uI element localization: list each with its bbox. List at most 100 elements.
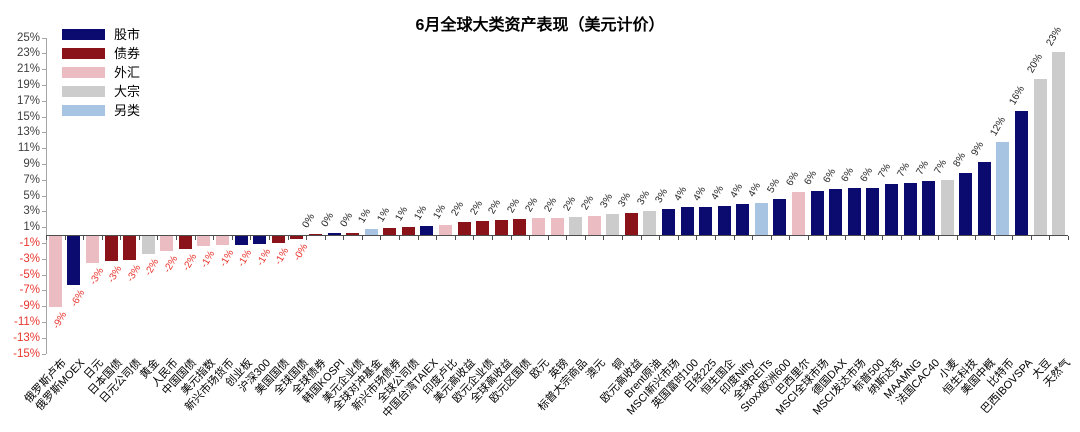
y-axis-label: 25% [16,31,40,44]
bar-35 [699,206,713,235]
bar-38 [754,203,768,235]
bar-9 [216,236,230,246]
x-axis-tick [324,236,326,240]
x-axis-tick [120,236,122,240]
bar-4 [123,236,137,261]
bar-value-label: 0% [319,211,337,230]
bar-value-label: -1% [254,246,274,268]
bar-value-label: 2% [505,197,523,216]
x-axis-tick [882,236,884,240]
y-axis-label: -15% [13,347,40,360]
y-axis-tick [42,179,46,181]
x-axis-tick [213,236,215,240]
bar-value-label: 0% [300,211,318,230]
bar-1 [67,236,81,285]
y-axis-label: 21% [16,63,40,76]
y-axis-tick [42,100,46,102]
y-axis-tick [42,258,46,260]
bar-29 [587,216,601,235]
y-axis-label: 5% [23,189,40,202]
x-axis-tick [1012,236,1014,240]
x-axis-tick [733,236,735,240]
x-axis-tick [975,236,977,240]
y-axis-label: 9% [23,157,40,170]
y-axis-label: 15% [16,110,40,123]
y-axis-tick [42,163,46,165]
bar-2 [85,236,99,263]
bar-value-label: 2% [523,196,541,215]
bar-value-label: 9% [969,140,987,159]
bar-23 [476,220,490,235]
x-axis-tick [770,236,772,240]
x-axis-tick [529,236,531,240]
legend-item-alternatives: 另类 [62,101,140,120]
bar-value-label: 1% [412,204,430,223]
x-axis-tick [1030,236,1032,240]
y-axis-tick [42,337,46,339]
bar-19 [401,227,415,235]
x-axis-tick [138,236,140,240]
bar-12 [271,236,285,244]
y-axis-tick [42,321,46,323]
bar-value-label: 6% [802,168,820,187]
bar-value-label: 4% [672,185,690,204]
x-axis-tick [919,236,921,240]
x-axis-tick [454,236,456,240]
x-axis-tick [157,236,159,240]
chart-legend: 股市 债券 外汇 大宗 另类 [62,25,140,120]
bar-26 [531,218,545,235]
bar-32 [643,211,657,235]
legend-label-equity: 股市 [114,27,141,42]
y-axis-tick [42,69,46,71]
x-axis-tick [603,236,605,240]
x-axis-tick [510,236,512,240]
x-axis-tick [176,236,178,240]
x-axis-tick [287,236,289,240]
y-axis-label: 1% [23,221,40,234]
y-axis-label: -3% [19,252,40,265]
bar-value-label: -2% [180,251,199,273]
bar-16 [346,232,360,235]
y-axis-tick [42,242,46,244]
y-axis-tick [42,211,46,213]
bar-20 [420,226,434,235]
bar-39 [773,198,787,235]
bar-value-label: 7% [914,159,931,178]
x-axis-tick [807,236,809,240]
bar-31 [624,212,638,235]
legend-swatch-equity [62,29,105,40]
x-axis-tick [101,236,103,240]
bar-value-label: 2% [561,194,578,213]
bar-value-label: 7% [895,160,913,179]
x-axis-tick [937,236,939,240]
bar-value-label: 2% [486,197,504,216]
bar-5 [141,236,155,255]
y-axis-tick [42,306,46,308]
bar-48 [940,179,954,235]
x-axis-tick [491,236,493,240]
bar-value-label: 2% [579,194,597,213]
y-axis-label: 19% [16,78,40,91]
bar-value-label: 4% [746,181,764,200]
bar-42 [829,189,843,235]
bar-22 [457,222,471,235]
bar-45 [884,183,898,235]
bar-value-label: 4% [691,184,708,203]
bar-value-label: 2% [542,195,560,214]
bar-value-label: 1% [356,207,374,226]
x-axis-tick [250,236,252,240]
y-axis-label: 17% [16,94,40,107]
bar-value-label: -6% [68,287,88,309]
bar-value-label: -9% [50,310,69,332]
x-axis-tick [789,236,791,240]
y-axis-tick [42,353,46,355]
bar-28 [569,216,583,235]
bar-value-label: 2% [468,198,485,217]
x-axis-tick [752,236,754,240]
x-axis-line [46,235,1068,236]
x-axis-tick [900,236,902,240]
y-axis-tick [42,37,46,39]
bar-14 [308,234,322,235]
legend-label-fx: 外汇 [114,65,141,80]
bar-11 [253,236,267,244]
